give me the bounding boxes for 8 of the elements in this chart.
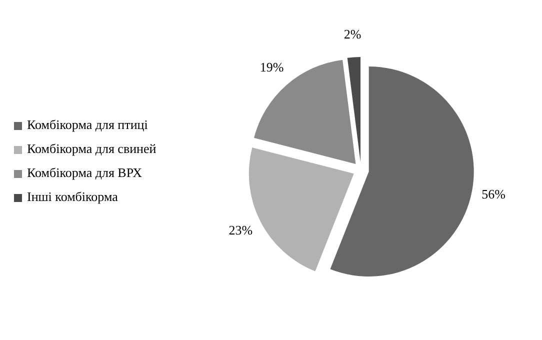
legend-label: Комбікорма для свиней (27, 140, 156, 156)
data-label: 19% (260, 60, 284, 75)
data-label: 56% (482, 186, 506, 202)
legend-label: Комбікорма для ВРХ (27, 164, 143, 180)
data-label: 23% (228, 222, 253, 238)
legend-label: Комбікорма для птиці (27, 116, 148, 132)
data-label: 2% (344, 26, 362, 42)
legend-label: Інші комбікорма (27, 188, 118, 204)
